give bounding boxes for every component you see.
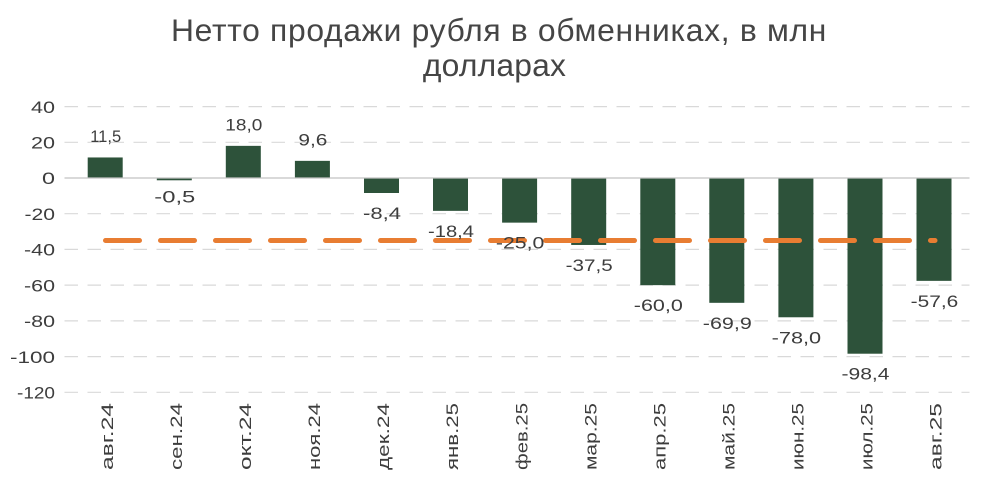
svg-text:-20: -20 [25, 205, 56, 224]
svg-text:сен.24: сен.24 [167, 403, 186, 470]
svg-text:июн.25: июн.25 [789, 403, 808, 470]
svg-text:-78,0: -78,0 [772, 328, 822, 347]
svg-text:18,0: 18,0 [225, 116, 262, 135]
svg-text:11,5: 11,5 [90, 127, 121, 146]
svg-text:апр.25: апр.25 [651, 403, 670, 470]
svg-text:долларах: долларах [423, 47, 566, 83]
svg-text:-37,5: -37,5 [566, 256, 613, 275]
svg-text:-8,4: -8,4 [363, 204, 401, 223]
svg-text:-25,0: -25,0 [496, 234, 544, 253]
svg-text:май.25: май.25 [720, 403, 739, 470]
svg-text:-60,0: -60,0 [634, 296, 683, 315]
svg-text:20: 20 [31, 134, 55, 153]
svg-text:авг.25: авг.25 [927, 403, 946, 470]
svg-text:-40: -40 [24, 241, 55, 260]
svg-text:-80: -80 [24, 312, 55, 331]
svg-text:янв.25: янв.25 [443, 403, 462, 470]
svg-text:-57,6: -57,6 [911, 292, 959, 311]
svg-text:-0,5: -0,5 [154, 187, 195, 206]
svg-text:июл.25: июл.25 [858, 403, 877, 470]
svg-text:-69,9: -69,9 [703, 314, 752, 333]
svg-text:Нетто продажи рубля в обменник: Нетто продажи рубля в обменниках, в млн [171, 12, 827, 48]
svg-text:авг.24: авг.24 [98, 403, 117, 470]
svg-text:мар.25: мар.25 [581, 403, 600, 470]
svg-text:-60: -60 [24, 276, 55, 295]
svg-text:40: 40 [31, 98, 55, 117]
svg-text:0: 0 [42, 169, 55, 188]
svg-text:дек.24: дек.24 [374, 403, 393, 470]
svg-text:-100: -100 [10, 348, 55, 367]
svg-text:-98,4: -98,4 [842, 365, 890, 384]
svg-text:9,6: 9,6 [298, 131, 327, 150]
svg-text:-120: -120 [17, 384, 55, 403]
svg-text:-18,4: -18,4 [428, 222, 474, 241]
svg-text:ноя.24: ноя.24 [305, 403, 324, 470]
svg-text:окт.24: окт.24 [236, 403, 255, 470]
svg-text:фев.25: фев.25 [512, 403, 531, 470]
